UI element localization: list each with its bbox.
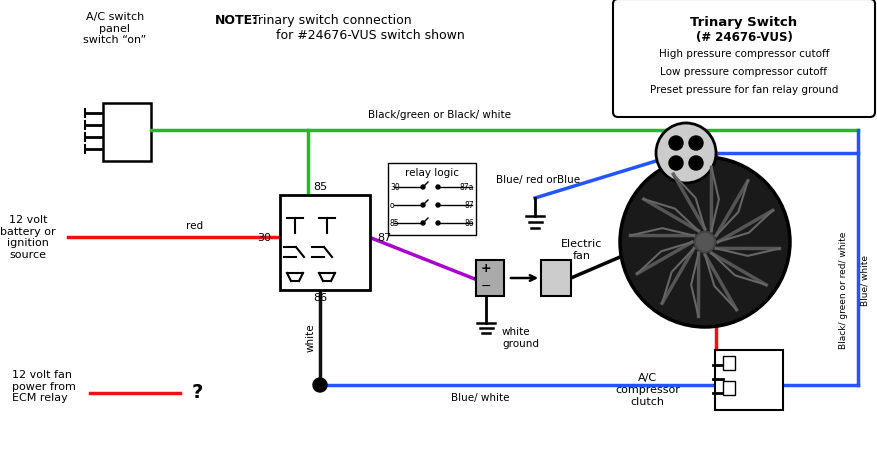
Bar bbox=[103, 103, 151, 161]
Text: Trinary Switch: Trinary Switch bbox=[690, 16, 797, 28]
Bar bbox=[723, 381, 735, 395]
Text: Blue/ white: Blue/ white bbox=[860, 254, 869, 306]
Text: Low pressure compressor cutoff: Low pressure compressor cutoff bbox=[660, 67, 828, 77]
Text: o: o bbox=[390, 201, 395, 210]
Text: 12 volt
battery or
ignition
source: 12 volt battery or ignition source bbox=[0, 215, 56, 260]
Text: −: − bbox=[481, 280, 491, 292]
Text: ?: ? bbox=[192, 384, 203, 403]
Bar bbox=[388, 163, 476, 235]
Circle shape bbox=[656, 123, 716, 183]
FancyBboxPatch shape bbox=[613, 0, 875, 117]
FancyBboxPatch shape bbox=[280, 195, 370, 290]
Text: High pressure compressor cutoff: High pressure compressor cutoff bbox=[659, 49, 830, 59]
Circle shape bbox=[669, 156, 683, 170]
Text: A/C switch
panel
switch “on”: A/C switch panel switch “on” bbox=[83, 12, 146, 45]
Text: 86: 86 bbox=[313, 293, 327, 303]
Bar bbox=[541, 260, 571, 296]
Circle shape bbox=[695, 232, 716, 252]
Text: Trinary switch connection
       for #24676-VUS switch shown: Trinary switch connection for #24676-VUS… bbox=[248, 14, 465, 42]
Bar bbox=[476, 260, 504, 296]
Circle shape bbox=[421, 221, 425, 225]
Text: Preset pressure for fan relay ground: Preset pressure for fan relay ground bbox=[650, 85, 838, 95]
Text: NOTE:: NOTE: bbox=[215, 14, 258, 27]
Circle shape bbox=[421, 185, 425, 189]
Text: white
ground: white ground bbox=[502, 327, 539, 349]
Circle shape bbox=[689, 136, 703, 150]
Text: 85: 85 bbox=[313, 182, 327, 192]
Text: purple: purple bbox=[390, 220, 424, 230]
Circle shape bbox=[620, 157, 790, 327]
Text: 12 volt fan
power from
ECM relay: 12 volt fan power from ECM relay bbox=[12, 370, 76, 403]
Text: Electric
fan: Electric fan bbox=[560, 239, 602, 261]
Text: 86: 86 bbox=[465, 219, 474, 228]
Text: Black/ green or red/ white: Black/ green or red/ white bbox=[838, 231, 847, 349]
Text: Blue/ white: Blue/ white bbox=[451, 393, 510, 403]
Text: 85: 85 bbox=[390, 219, 400, 228]
Text: relay logic: relay logic bbox=[405, 168, 459, 178]
Circle shape bbox=[436, 221, 440, 225]
Circle shape bbox=[421, 203, 425, 207]
Circle shape bbox=[436, 203, 440, 207]
Text: Black/green or Black/ white: Black/green or Black/ white bbox=[368, 110, 511, 120]
Text: 30: 30 bbox=[257, 233, 271, 243]
Text: A/C
compressor
clutch: A/C compressor clutch bbox=[615, 373, 680, 407]
Circle shape bbox=[689, 156, 703, 170]
Bar bbox=[723, 356, 735, 370]
Text: Blue/ red orBlue: Blue/ red orBlue bbox=[496, 175, 580, 185]
Text: +: + bbox=[481, 262, 491, 274]
Text: white: white bbox=[306, 323, 316, 352]
Circle shape bbox=[436, 185, 440, 189]
Text: 87: 87 bbox=[465, 201, 474, 210]
Text: (# 24676-VUS): (# 24676-VUS) bbox=[695, 30, 793, 44]
Text: red: red bbox=[187, 220, 203, 230]
Circle shape bbox=[669, 136, 683, 150]
Circle shape bbox=[313, 378, 327, 392]
Text: 87a: 87a bbox=[460, 183, 474, 192]
Text: 87: 87 bbox=[377, 233, 391, 243]
Bar bbox=[715, 350, 783, 410]
Text: 30: 30 bbox=[390, 183, 400, 192]
